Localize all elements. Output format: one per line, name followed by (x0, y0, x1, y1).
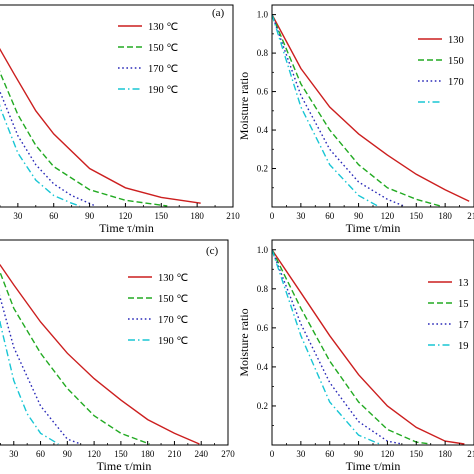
x-tick-label: 150 (410, 449, 424, 459)
series-line-4 (0, 103, 81, 207)
panel-label: (a) (212, 7, 225, 19)
panel-4: 0 30 60 90 120 150 180 210 0.2 0.4 0.6 0.8 1.0 Time τ… (237, 239, 474, 473)
x-tick-label: 180 (438, 449, 452, 459)
legend-label: 13 (458, 278, 469, 289)
legend-label: 190 ℃ (148, 85, 178, 96)
series-line-2 (0, 70, 168, 207)
x-tick-label: 150 (155, 211, 169, 221)
x-tick-label: 60 (325, 211, 335, 221)
x-tick-label: 90 (354, 449, 364, 459)
series-line-3 (272, 249, 403, 445)
y-axis-label: Moisture ratio (237, 72, 251, 140)
plot-frame (0, 4, 234, 208)
legend-label: 170 ℃ (158, 315, 188, 326)
y-tick-label: 1.0 (257, 245, 269, 255)
series-line-1 (0, 47, 201, 204)
legend-label: 15 (458, 299, 469, 310)
x-tick-label: 90 (85, 211, 95, 221)
series-line-1 (0, 263, 200, 445)
x-tick-label: 30 (296, 211, 306, 221)
legend-label: 190 ℃ (158, 336, 188, 347)
legend-label: 150 ℃ (158, 294, 188, 305)
x-tick-label: 210 (467, 211, 474, 221)
legend-label: 150 ℃ (148, 43, 178, 54)
x-tick-label: 270 (221, 449, 235, 459)
series-line-2 (272, 14, 441, 207)
panel-2: 0 30 60 90 120 150 180 210 0.2 0.4 0.6 0.8 1.0 Time τ… (237, 4, 474, 235)
x-tick-label: 0 (270, 449, 275, 459)
x-tick-label: 0 (270, 211, 275, 221)
series-line-2 (272, 249, 431, 445)
legend-label: 19 (458, 341, 469, 352)
y-tick-label: 0.2 (257, 401, 268, 411)
x-tick-label: 30 (13, 211, 23, 221)
x-tick-label: 210 (226, 211, 240, 221)
y-tick-label: 0.4 (257, 125, 269, 135)
series-line-4 (272, 249, 380, 445)
legend-label: 170 (448, 77, 464, 88)
y-tick-label: 0.6 (257, 87, 269, 97)
x-tick-label: 240 (194, 449, 208, 459)
x-axis-label: Time τ/min (97, 459, 152, 473)
series-line-1 (272, 14, 470, 202)
y-tick-label: 0.2 (257, 164, 268, 174)
x-tick-label: 30 (9, 449, 19, 459)
x-tick-label: 150 (114, 449, 128, 459)
legend-label: 130 ℃ (158, 273, 188, 284)
x-tick-label: 120 (87, 449, 101, 459)
x-tick-label: 30 (296, 449, 306, 459)
x-axis-label: Time τ/min (346, 459, 401, 473)
y-tick-label: 0.4 (257, 362, 269, 372)
legend-label: 17 (458, 320, 469, 331)
x-tick-label: 150 (410, 211, 424, 221)
x-tick-label: 180 (438, 211, 452, 221)
x-tick-label: 60 (49, 211, 59, 221)
series-line-3 (0, 294, 81, 445)
x-tick-label: 210 (168, 449, 182, 459)
y-tick-label: 0.6 (257, 323, 269, 333)
x-tick-label: 180 (141, 449, 155, 459)
series-line-1 (272, 249, 465, 445)
x-tick-label: 90 (354, 211, 364, 221)
panel-1: 30 60 90 120 150 180 210 Time τ/min (a) 130 ℃ 150 … (0, 4, 240, 235)
series-line-2 (0, 271, 150, 445)
series-line-4 (0, 317, 59, 445)
legend-label: 130 ℃ (148, 22, 178, 33)
x-tick-label: 60 (36, 449, 46, 459)
x-tick-label: 120 (381, 211, 395, 221)
y-tick-label: 0.8 (257, 48, 269, 58)
series-line-4 (272, 14, 379, 207)
panel-label: (c) (206, 245, 219, 257)
plot-frame (271, 239, 474, 446)
x-tick-label: 120 (381, 449, 395, 459)
legend-label: 150 (448, 56, 464, 67)
x-tick-label: 60 (325, 449, 335, 459)
x-tick-label: 180 (190, 211, 204, 221)
x-tick-label: 210 (467, 449, 474, 459)
x-axis-label: Time τ/min (346, 221, 401, 235)
series-line-3 (272, 14, 405, 207)
legend-label: 170 ℃ (148, 64, 178, 75)
series-line-3 (0, 88, 96, 207)
y-tick-label: 1.0 (257, 10, 269, 20)
x-axis-label: Time τ/min (99, 221, 154, 235)
legend-label: 130 (448, 35, 464, 46)
panel-3: 30 60 90 120 150 180 210 240 270 Time τ/min (c) 130… (0, 239, 235, 473)
y-tick-label: 0.8 (257, 284, 269, 294)
y-axis-label: Moisture ratio (237, 308, 251, 376)
x-tick-label: 120 (119, 211, 133, 221)
x-tick-label: 90 (63, 449, 73, 459)
